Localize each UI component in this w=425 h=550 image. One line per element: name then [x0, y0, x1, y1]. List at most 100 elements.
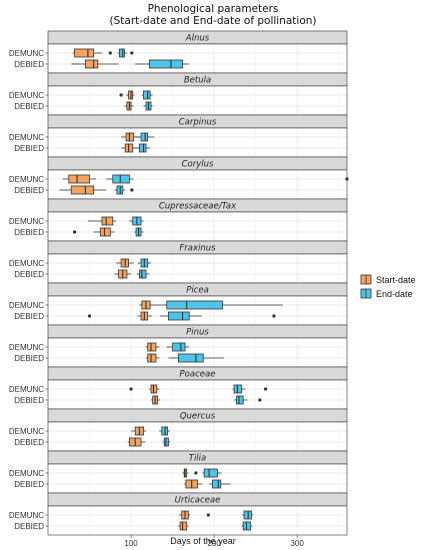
panel-quercus-debied-start-box: [127, 437, 146, 447]
panel-tilia: Tilia DEMUNC DEBIED: [9, 450, 348, 494]
panel-urticaceae-debied-label: DEBIED: [14, 522, 44, 531]
panel-urticaceae-debied-end-box: [241, 521, 253, 531]
panel-cupressaceae-tax-debied-start-iqr: [99, 227, 111, 237]
panel-alnus-body: [48, 44, 347, 73]
panel-betula: Betula DEMUNC DEBIED: [9, 72, 348, 116]
panel-poaceae-demunc-end-box: [232, 384, 268, 394]
panel-pinus-demunc-start-iqr: [147, 342, 157, 352]
panel-corylus-debied-start-iqr: [70, 185, 95, 195]
panel-picea-debied-end-outlier-0: [272, 314, 276, 318]
chart-title-line-1: Phenological parameters: [148, 3, 279, 15]
panel-picea-body: [48, 296, 347, 325]
panel-picea-debied-label: DEBIED: [14, 312, 44, 321]
panel-betula-demunc-label: DEMUNC: [9, 91, 44, 100]
panel-picea-demunc-end-iqr: [166, 300, 223, 310]
panel-fraxinus-debied-end-box: [136, 269, 150, 279]
panel-quercus-debied-end-box: [162, 437, 171, 447]
panel-corylus: Corylus DEMUNC DEBIED: [9, 156, 349, 200]
x-axis: 100 200 300: [124, 535, 304, 548]
panel-tilia-demunc-start-box: [182, 468, 198, 478]
x-tick-label-200: 200: [207, 539, 221, 548]
panel-urticaceae: Urticaceae DEMUNC DEBIED: [9, 492, 348, 536]
panel-poaceae-debied-end-outlier-0: [258, 398, 262, 402]
panel-tilia-debied-start-box: [184, 479, 203, 489]
panel-quercus-strip-label: Quercus: [180, 412, 216, 422]
panel-pinus: Pinus DEMUNC DEBIED: [9, 324, 348, 368]
panel-fraxinus-demunc-start-box: [116, 258, 134, 268]
x-tick-label-100: 100: [124, 539, 138, 548]
panel-poaceae-demunc-start-box: [129, 384, 160, 394]
panel-betula-demunc-end-box: [141, 90, 153, 100]
panel-tilia-body: [48, 464, 347, 493]
panel-betula-debied-end-box: [143, 101, 153, 111]
panel-picea-debied-end-box: [160, 311, 276, 321]
panel-cupressaceae-tax-debied-start-outlier-0: [72, 230, 77, 234]
panel-poaceae-strip-label: Poaceae: [180, 370, 216, 380]
panel-carpinus-debied-label: DEBIED: [14, 144, 44, 153]
panel-cupressaceae-tax-debied-label: DEBIED: [14, 228, 44, 237]
x-tick-label-300: 300: [290, 539, 304, 548]
panel-picea-demunc-end-box: [154, 300, 284, 310]
panel-corylus-debied-end-outlier-0: [130, 188, 134, 192]
panel-cupressaceae-tax-debied-start-box: [72, 227, 115, 237]
panel-picea-debied-start-box: [87, 311, 152, 321]
panel-poaceae-demunc-end-outlier-0: [264, 387, 268, 391]
panel-pinus-debied-start-box: [146, 353, 160, 363]
panel-urticaceae-border: [47, 505, 348, 536]
panel-pinus-debied-label: DEBIED: [14, 354, 44, 363]
panel-alnus-demunc-label: DEMUNC: [9, 49, 44, 58]
panel-carpinus-demunc-end-box: [135, 132, 155, 142]
panel-pinus-debied-start-iqr: [147, 353, 157, 363]
panel-quercus-demunc-start-box: [131, 426, 147, 436]
panel-cupressaceae-tax-demunc-label: DEMUNC: [9, 217, 44, 226]
panel-poaceae-debied-start-box: [150, 395, 161, 405]
panel-fraxinus-body: [48, 254, 347, 283]
panel-pinus-demunc-end-iqr: [172, 342, 186, 352]
panel-quercus-debied-label: DEBIED: [14, 438, 44, 447]
panel-tilia-debied-label: DEBIED: [14, 480, 44, 489]
panel-cupressaceae-tax-demunc-start-box: [87, 216, 117, 226]
panel-cupressaceae-tax-body: [48, 212, 347, 241]
panel-tilia-demunc-label: DEMUNC: [9, 469, 44, 478]
panel-corylus-debied-start-box: [59, 185, 107, 195]
panel-alnus-demunc-start-box: [72, 48, 112, 58]
panel-quercus-demunc-label: DEMUNC: [9, 427, 44, 436]
panel-poaceae-debied-end-iqr: [236, 395, 244, 405]
legend-label-start-date: Start-date: [376, 275, 416, 285]
panel-tilia-debied-end-box: [209, 479, 231, 489]
panel-urticaceae-debied-start-box: [178, 521, 189, 531]
panel-cupressaceae-tax-demunc-start-iqr: [101, 216, 114, 226]
panel-corylus-demunc-label: DEMUNC: [9, 175, 44, 184]
panel-tilia-demunc-end-box: [202, 468, 222, 478]
panel-picea-demunc-start-box: [139, 300, 155, 310]
panel-picea-demunc-label: DEMUNC: [9, 301, 44, 310]
panel-fraxinus-debied-start-box: [114, 269, 132, 279]
panel-corylus-demunc-end-box: [106, 174, 349, 184]
panel-tilia-demunc-end-iqr: [203, 468, 218, 478]
panel-urticaceae-strip-label: Urticaceae: [175, 496, 221, 506]
panel-corylus-demunc-end-iqr: [112, 174, 130, 184]
panel-betula-demunc-start-outlier-0: [119, 93, 123, 97]
panel-fraxinus-strip-label: Fraxinus: [179, 244, 216, 254]
chart-title-line-2: (Start-date and End-date of pollination): [110, 15, 317, 27]
panel-poaceae-demunc-label: DEMUNC: [9, 385, 44, 394]
panel-alnus-demunc-start-iqr: [74, 48, 95, 58]
panel-pinus-debied-end-iqr: [177, 353, 204, 363]
panel-picea-strip-label: Picea: [186, 286, 209, 296]
panel-fraxinus-demunc-end-box: [137, 258, 151, 268]
panel-betula-demunc-end-iqr: [143, 90, 151, 100]
panel-fraxinus: Fraxinus DEMUNC DEBIED: [9, 240, 348, 284]
panel-fraxinus-demunc-label: DEMUNC: [9, 259, 44, 268]
panel-urticaceae-demunc-start-outlier-0: [206, 513, 210, 517]
panel-picea-debied-start-outlier-0: [87, 314, 92, 318]
panel-pinus-strip-label: Pinus: [186, 328, 209, 338]
panel-carpinus-demunc-label: DEMUNC: [9, 133, 44, 142]
panel-urticaceae-demunc-end-box: [242, 510, 254, 520]
panel-pinus-body: [48, 338, 347, 367]
panel-corylus-debied-label: DEBIED: [14, 186, 44, 195]
panel-carpinus: Carpinus DEMUNC DEBIED: [9, 114, 348, 158]
panel-tilia-strip-label: Tilia: [189, 454, 207, 464]
panel-alnus-debied-end-box: [135, 59, 190, 69]
panel-picea: Picea DEMUNC DEBIED: [9, 282, 348, 326]
panel-poaceae: Poaceae DEMUNC DEBIED: [9, 366, 348, 410]
